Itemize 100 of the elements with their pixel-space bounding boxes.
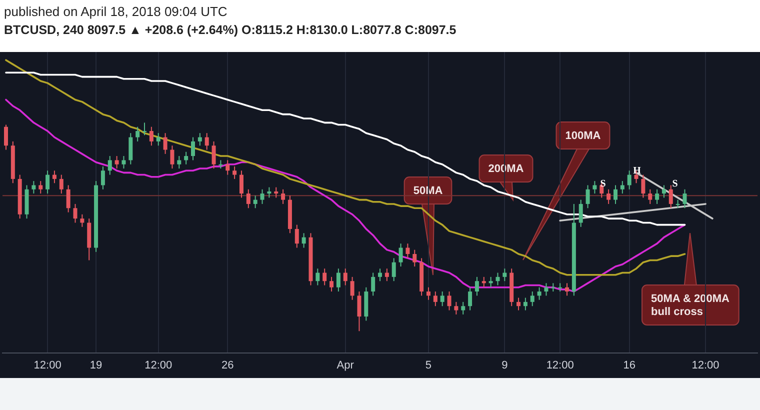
x-tick-label: 19	[90, 359, 102, 372]
candlestick	[114, 156, 119, 170]
candlestick	[655, 188, 660, 204]
candlestick	[592, 180, 597, 194]
candlestick	[648, 188, 652, 204]
candlestick	[163, 132, 168, 154]
annotation: 200MA	[488, 163, 524, 175]
candlestick	[232, 166, 237, 180]
x-tick-label: 12:00	[692, 359, 720, 372]
candlestick	[551, 282, 556, 292]
candlestick	[128, 132, 133, 165]
candlestick	[398, 243, 403, 267]
candlestick	[447, 291, 452, 311]
candlestick	[468, 286, 472, 311]
candlestick	[274, 186, 278, 198]
candlestick	[204, 132, 209, 150]
candlestick	[294, 224, 299, 248]
candlestick	[156, 132, 160, 146]
candlestick	[384, 268, 389, 282]
candlestick	[627, 170, 632, 190]
candlestick	[558, 282, 562, 292]
candlestick	[578, 199, 583, 228]
candlestick	[516, 297, 521, 311]
candlestick	[537, 286, 542, 300]
candlestick	[80, 214, 84, 228]
x-tick-label: 12:00	[144, 359, 172, 372]
candlestick	[136, 126, 140, 142]
candlestick	[59, 174, 64, 194]
candlestick	[530, 291, 534, 307]
candlestick	[357, 291, 362, 332]
x-tick-label: 16	[623, 359, 636, 372]
candlestick	[336, 268, 340, 292]
candlestick	[38, 180, 43, 194]
candlestick	[440, 291, 444, 307]
speech-bubble: 50MA & 200MA bull cross	[642, 232, 740, 326]
candlestick	[170, 145, 174, 170]
candlestick	[142, 122, 147, 136]
annotation: S	[672, 178, 678, 190]
candlestick	[267, 186, 272, 198]
candlestick	[46, 170, 50, 194]
candlestick	[122, 156, 126, 170]
candlestick	[461, 301, 466, 315]
candlestick	[482, 276, 486, 288]
candlestick	[212, 140, 216, 170]
candlestick	[316, 268, 320, 286]
x-tick-label: 12:00	[546, 359, 574, 372]
candlestick	[177, 156, 182, 170]
x-tick-label: 5	[425, 359, 432, 372]
candlestick	[488, 276, 493, 288]
x-tick-label: 12:00	[34, 359, 62, 372]
candlestick	[330, 276, 334, 292]
chart-subtitle: published on April 18, 2018 09:04 UTC	[4, 3, 228, 20]
candlestick	[662, 184, 666, 198]
candlestick	[606, 188, 611, 204]
candlestick	[496, 272, 500, 286]
x-tick-label: Apr	[336, 359, 354, 372]
annotation: 50MA & 200MA bull cross	[651, 293, 730, 318]
candlestick	[613, 184, 618, 204]
candlestick	[32, 180, 36, 194]
candlestick	[565, 282, 570, 296]
candlestick	[454, 301, 458, 315]
candlestick	[281, 188, 286, 204]
candlestick	[52, 170, 56, 184]
candlestick	[226, 160, 230, 176]
candlestick	[371, 272, 376, 296]
candlestick	[412, 249, 417, 267]
candlestick	[544, 282, 548, 296]
x-tick-label: 26	[222, 359, 234, 372]
candlestick	[620, 180, 624, 194]
annotation: 100MA	[565, 130, 601, 142]
candlestick	[502, 268, 507, 282]
candlestick	[66, 184, 70, 213]
x-tick-label: 9	[502, 359, 508, 372]
speech-bubble: 50MA	[404, 176, 452, 276]
candlestick	[4, 124, 8, 150]
candlestick	[426, 286, 430, 300]
candlestick	[641, 174, 646, 198]
candlestick	[253, 195, 258, 209]
candlestick	[302, 232, 306, 248]
candlestick	[378, 268, 382, 282]
candlestick	[218, 160, 223, 170]
candlestick	[392, 258, 396, 282]
candlestick	[190, 136, 195, 161]
candlestick	[343, 268, 348, 286]
annotation: H	[633, 166, 642, 177]
candlestick	[260, 188, 264, 204]
candlestick	[246, 188, 250, 209]
candlestick	[149, 126, 154, 146]
candlestick	[586, 184, 590, 209]
candlestick	[433, 291, 438, 307]
candlestick	[100, 166, 105, 190]
candlestick	[682, 188, 687, 209]
candlestick	[474, 276, 479, 296]
candlestick	[73, 203, 78, 224]
candlestick	[198, 132, 202, 146]
candlestick	[184, 151, 188, 165]
candlestick	[350, 276, 354, 300]
candlestick	[523, 297, 528, 311]
chart-title: BTCUSD, 240 8097.5 ▲ +208.6 (+2.64%) O:8115.2 H:8130.0 L:8077.8 C:8097.5	[4, 22, 458, 39]
candlestick	[406, 243, 410, 259]
